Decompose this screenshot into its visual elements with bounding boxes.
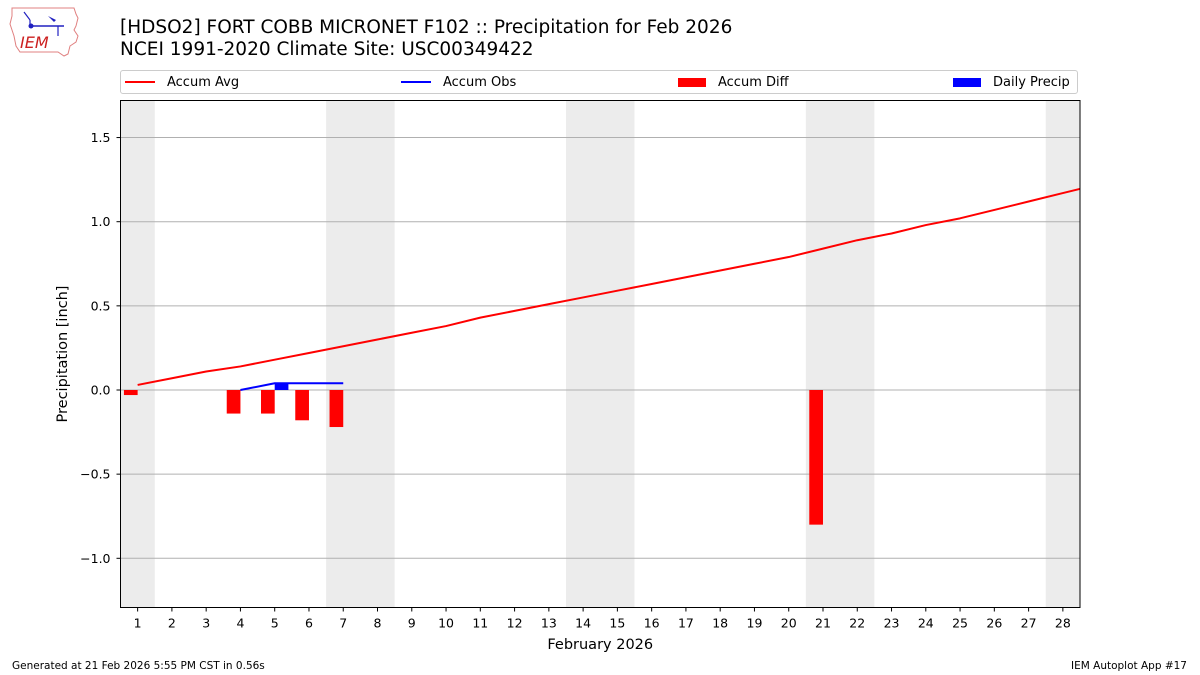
x-tick-label: 20: [781, 616, 797, 631]
y-axis-ticks: −1.0 −0.5 0.0 0.5 1.0 1.5: [80, 130, 121, 566]
weekend-shading: [120, 100, 1080, 608]
x-tick-label: 13: [541, 616, 557, 631]
daily-precip-bar: [274, 383, 289, 390]
x-tick-label: 4: [236, 616, 244, 631]
x-tick-label: 17: [678, 616, 694, 631]
legend-item-accum-obs: Accum Obs: [401, 71, 516, 93]
bar-series: [123, 383, 823, 525]
weekend-band: [326, 100, 395, 608]
x-tick-label: 27: [1021, 616, 1037, 631]
iem-logo: IEM: [8, 6, 80, 58]
generated-timestamp: Generated at 21 Feb 2026 5:55 PM CST in …: [12, 660, 265, 672]
legend-label: Accum Diff: [718, 74, 789, 90]
x-tick-label: 19: [747, 616, 763, 631]
x-tick-label: 6: [305, 616, 313, 631]
legend-label: Accum Obs: [443, 74, 517, 90]
x-axis-label: February 2026: [547, 637, 653, 653]
x-tick-label: 28: [1055, 616, 1071, 631]
weekend-band: [1045, 100, 1080, 608]
x-tick-label: 22: [849, 616, 865, 631]
accum-diff-bar: [329, 390, 344, 428]
accum-diff-bar: [226, 390, 241, 414]
y-tick-label: −1.0: [80, 551, 110, 566]
x-tick-label: 25: [952, 616, 968, 631]
legend-label: Daily Precip: [993, 74, 1070, 90]
chart-title: [HDSO2] FORT COBB MICRONET F102 :: Preci…: [120, 17, 732, 61]
y-tick-label: −0.5: [80, 467, 110, 482]
chart-legend: Accum Avg Accum Obs Accum Diff Daily Pre…: [120, 70, 1078, 94]
x-tick-label: 14: [575, 616, 591, 631]
plot-frame: [120, 100, 1081, 608]
y-tick-label: 1.5: [91, 130, 111, 145]
x-tick-label: 18: [712, 616, 728, 631]
x-tick-label: 26: [986, 616, 1002, 631]
x-tick-label: 21: [815, 616, 831, 631]
x-tick-label: 12: [507, 616, 523, 631]
title-line-1: [HDSO2] FORT COBB MICRONET F102 :: Preci…: [120, 17, 733, 38]
weekend-band: [565, 100, 635, 608]
x-tick-label: 9: [408, 616, 416, 631]
app-label: IEM Autoplot App #17: [1071, 660, 1187, 672]
x-tick-label: 8: [374, 616, 382, 631]
accum-diff-bar: [123, 390, 138, 396]
accum-diff-bar: [809, 390, 823, 525]
x-tick-label: 2: [168, 616, 176, 631]
x-tick-label: 1: [134, 616, 142, 631]
x-tick-label: 24: [918, 616, 934, 631]
title-line-2: NCEI 1991-2020 Climate Site: USC00349422: [120, 39, 534, 60]
x-tick-label: 11: [472, 616, 488, 631]
blue-bar-swatch-icon: [953, 77, 981, 87]
x-tick-label: 3: [202, 616, 210, 631]
legend-label: Accum Avg: [167, 74, 240, 90]
x-tick-label: 23: [884, 616, 900, 631]
legend-item-accum-avg: Accum Avg: [125, 71, 239, 93]
x-tick-label: 10: [438, 616, 454, 631]
y-tick-label: 0.0: [91, 383, 111, 398]
weekend-band: [120, 100, 155, 608]
x-tick-label: 7: [339, 616, 347, 631]
svg-text:IEM: IEM: [20, 33, 49, 52]
x-tick-label: 5: [271, 616, 279, 631]
x-tick-label: 16: [644, 616, 660, 631]
y-axis-label: Precipitation [inch]: [55, 286, 71, 423]
red-bar-swatch-icon: [678, 77, 706, 87]
accum-avg-line: [137, 187, 1080, 386]
weekend-band: [805, 100, 875, 608]
line-series: [137, 187, 1080, 391]
accum-obs-line: [240, 382, 344, 391]
legend-item-accum-diff: Accum Diff: [678, 71, 789, 93]
y-tick-label: 0.5: [91, 298, 111, 313]
x-tick-label: 15: [609, 616, 625, 631]
blue-line-swatch-icon: [401, 81, 431, 83]
legend-item-daily-precip: Daily Precip: [953, 71, 1070, 93]
accum-diff-bar: [260, 390, 275, 414]
red-line-swatch-icon: [125, 81, 155, 83]
x-axis-ticks: 1 2 3 4 5 6 7 8 9 10 11 12 13 14 15 16 17 18 19 20 21 22 23 24 2…: [134, 607, 1071, 631]
accum-diff-bar: [295, 390, 309, 421]
y-tick-label: 1.0: [91, 214, 111, 229]
